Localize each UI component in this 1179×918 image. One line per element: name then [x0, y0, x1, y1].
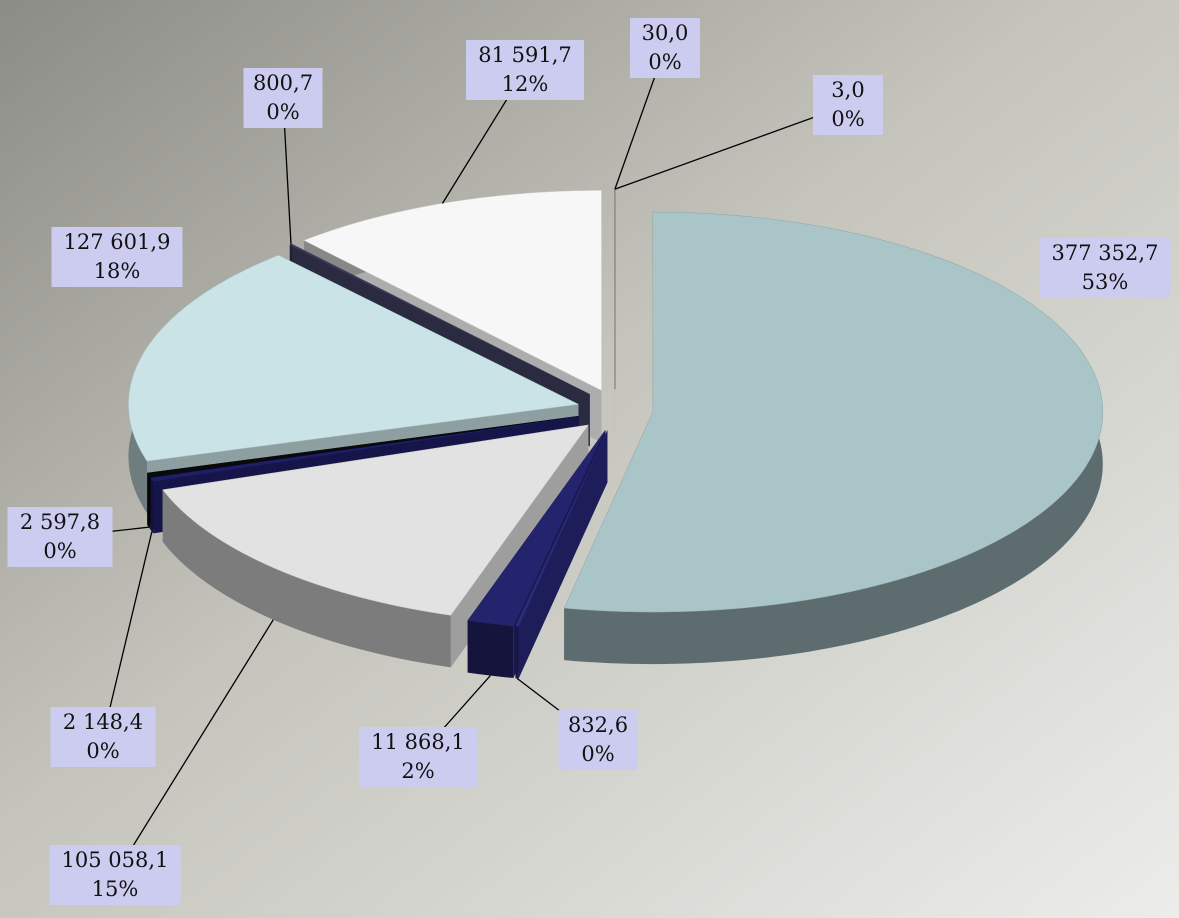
- value-label: 2 597,8: [20, 510, 100, 534]
- chart: 377 352,7 53% 832,6 0% 11 868,1 2% 105 058,1 15…: [0, 0, 1179, 918]
- value-label: 30,0: [642, 21, 689, 45]
- slice-side: [468, 621, 514, 678]
- value-label: 11 868,1: [371, 730, 465, 754]
- value-label: 832,6: [568, 713, 628, 737]
- percent-label: 0%: [43, 539, 76, 563]
- percent-label: 18%: [94, 259, 141, 283]
- percent-label: 0%: [648, 50, 681, 74]
- percent-label: 0%: [86, 739, 119, 763]
- value-label: 377 352,7: [1052, 241, 1159, 265]
- value-label: 3,0: [831, 78, 864, 102]
- value-label: 127 601,9: [64, 230, 171, 254]
- slice-side: [151, 478, 154, 534]
- percent-label: 2%: [401, 759, 434, 783]
- percent-label: 15%: [92, 877, 139, 901]
- percent-label: 0%: [266, 100, 299, 124]
- slice-side: [147, 473, 150, 529]
- value-label: 81 591,7: [478, 43, 572, 67]
- percent-label: 0%: [831, 107, 864, 131]
- page: {"chart_data": { "type": "pie", "values"…: [0, 0, 1179, 918]
- value-label: 800,7: [253, 71, 313, 95]
- percent-label: 53%: [1082, 270, 1129, 294]
- value-label: 105 058,1: [62, 848, 169, 872]
- percent-label: 0%: [581, 742, 614, 766]
- value-label: 2 148,4: [63, 710, 143, 734]
- percent-label: 12%: [502, 72, 549, 96]
- slice-side: [515, 626, 518, 678]
